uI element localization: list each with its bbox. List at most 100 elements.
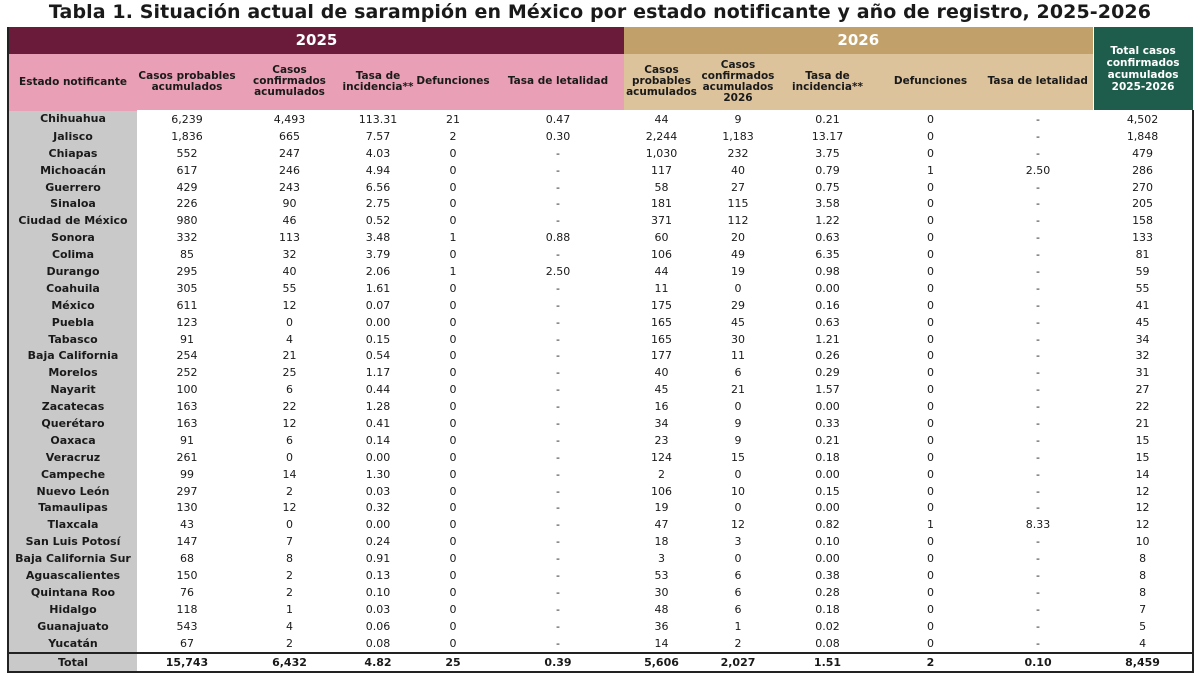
table-cell: 6 xyxy=(286,383,293,397)
table-row: San Luis Potosí 147 7 0.24 0 - 18 3 0.10 0 - 10 xyxy=(7,533,1195,551)
table-cell: 8 xyxy=(1093,584,1195,602)
table-cell: 0.03 xyxy=(365,602,391,616)
column-header: Tasa de letalidad xyxy=(983,53,1094,112)
table-cell: 1.21 xyxy=(815,332,840,346)
table-row: Durango 295 40 2.06 1 2.50 44 19 0.98 0 - 59 xyxy=(7,263,1195,281)
table-cell: 9 xyxy=(734,416,742,430)
table-cell: - xyxy=(1036,214,1041,228)
table-cell: 58 xyxy=(654,180,669,194)
table-cell: 68 xyxy=(180,552,194,566)
column-header: Casos confirmados acumulados 2026 xyxy=(699,53,777,112)
table-row: Yucatán 67 2 0.08 0 - 14 2 0.08 0 - 4 xyxy=(7,635,1195,653)
table-cell: 617 xyxy=(176,163,198,177)
table-cell: 0 xyxy=(734,501,742,515)
table-cell: 0 xyxy=(449,619,457,633)
table-cell: 0 xyxy=(927,501,934,515)
table-cell: 1 xyxy=(927,163,934,177)
table-cell: 0.00 xyxy=(365,450,391,464)
table-cell: 53 xyxy=(654,568,669,582)
table-cell: 0 xyxy=(734,467,742,481)
table-row: Colima 85 32 3.79 0 - 106 49 6.35 0 - 81 xyxy=(7,246,1195,264)
table-cell: 12 xyxy=(282,298,297,312)
table-cell: 19 xyxy=(654,501,669,515)
table-cell: 1 xyxy=(286,602,293,616)
table-cell: 0.03 xyxy=(365,484,391,498)
table-cell: 40 xyxy=(654,366,669,380)
table-cell: 2 xyxy=(286,585,293,599)
table-row: México 611 12 0.07 0 - 175 29 0.16 0 - 41 xyxy=(7,297,1195,315)
table-cell: - xyxy=(1036,484,1041,498)
table-cell: 34 xyxy=(654,416,669,430)
table-row: Oaxaca 91 6 0.14 0 - 23 9 0.21 0 - 15 xyxy=(7,432,1195,450)
table-row: Campeche 99 14 1.30 0 - 2 0 0.00 0 - 14 xyxy=(7,466,1195,484)
table-cell: 12 xyxy=(282,501,297,515)
column-header: Tasa de letalidad xyxy=(492,53,624,112)
table-cell: 45 xyxy=(731,315,745,329)
table-cell: 0 xyxy=(927,383,934,397)
table-cell: 0.18 xyxy=(815,602,840,616)
table-cell: 0 xyxy=(449,585,457,599)
table-cell: - xyxy=(1036,585,1041,599)
table-cell: 45 xyxy=(654,383,669,397)
table-cell: - xyxy=(1036,146,1041,160)
state-name: Sonora xyxy=(7,229,137,247)
table-cell: 0.44 xyxy=(365,383,391,397)
table-cell: - xyxy=(1036,501,1041,515)
state-name: Coahuila xyxy=(7,280,137,298)
table-cell: 0 xyxy=(449,467,457,481)
table-cell: 0.13 xyxy=(365,568,391,582)
total-cell: 6,432 xyxy=(237,652,342,673)
total-column-header: Total casos confirmados acumulados 2025-… xyxy=(1092,26,1194,111)
table-cell: 44 xyxy=(654,264,669,278)
table-row: Sonora 332 113 3.48 1 0.88 60 20 0.63 0 - 133 xyxy=(7,229,1195,247)
table-cell: 150 xyxy=(176,568,198,582)
table-cell: 0 xyxy=(449,315,457,329)
table-cell: 4 xyxy=(286,619,293,633)
table-cell: 0 xyxy=(927,231,934,245)
state-name: Nayarit xyxy=(7,381,137,399)
table-cell: 295 xyxy=(176,264,198,278)
table-cell: 0.02 xyxy=(815,619,840,633)
table-cell: 49 xyxy=(731,248,745,262)
table-cell: 0 xyxy=(927,585,934,599)
table-cell: 0.41 xyxy=(365,416,391,430)
table-cell: - xyxy=(1036,467,1041,481)
table-cell: - xyxy=(556,332,560,346)
table-cell: 44 xyxy=(654,112,669,126)
table-cell: 1 xyxy=(927,518,934,532)
table-cell: 0 xyxy=(449,214,457,228)
table-row: Chihuahua 6,239 4,493 113.31 21 0.47 44 9 0.21 0 -… xyxy=(7,110,1195,129)
state-name: Chihuahua xyxy=(7,110,137,129)
table-cell: 0 xyxy=(449,400,457,414)
table-cell: 1.28 xyxy=(365,400,391,414)
state-name: Sinaloa xyxy=(7,195,137,213)
table-cell: 130 xyxy=(176,501,198,515)
table-cell: 23 xyxy=(654,433,669,447)
table-cell: - xyxy=(556,383,560,397)
table-cell: 0.07 xyxy=(365,298,391,312)
table-cell: 2.75 xyxy=(365,197,391,211)
state-name: Tamaulipas xyxy=(7,499,137,517)
table-cell: 8 xyxy=(286,552,293,566)
total-cell: 8,459 xyxy=(1093,652,1195,673)
state-name: Puebla xyxy=(7,314,137,332)
table-cell: 0 xyxy=(449,535,457,549)
table-cell: 0.52 xyxy=(365,214,391,228)
table-cell: 60 xyxy=(654,231,669,245)
table-cell: 0 xyxy=(927,636,934,650)
table-cell: 0 xyxy=(734,552,742,566)
state-name: Baja California Sur xyxy=(7,550,137,568)
table-cell: 0 xyxy=(449,602,457,616)
table-cell: 14 xyxy=(654,636,669,650)
total-cell: 0.10 xyxy=(983,652,1094,673)
table-cell: 0 xyxy=(927,146,934,160)
table-cell: 12 xyxy=(1093,483,1195,500)
total-label: Total xyxy=(7,652,137,673)
table-cell: - xyxy=(1036,315,1041,329)
table-cell: 4 xyxy=(286,332,293,346)
table-cell: 0 xyxy=(449,180,457,194)
table-cell: 48 xyxy=(654,602,669,616)
table-cell: 11 xyxy=(654,281,669,295)
state-name: Yucatán xyxy=(7,635,137,653)
table-cell: 261 xyxy=(176,450,198,464)
